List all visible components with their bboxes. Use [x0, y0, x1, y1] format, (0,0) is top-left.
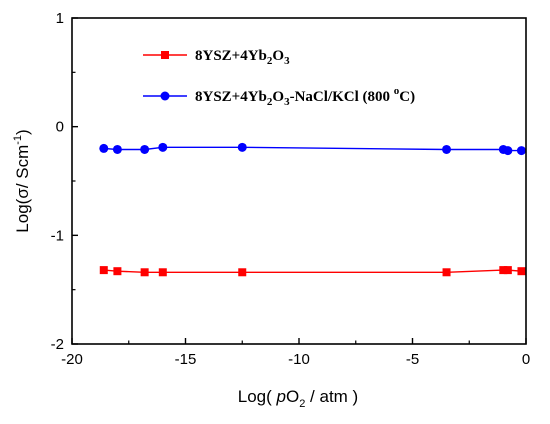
y-tick-label: 0 [56, 119, 64, 136]
x-tick-label: -10 [288, 351, 310, 368]
x-axis-title-main: O [286, 387, 299, 406]
legend-2-c: -NaCl/KCl (800 [290, 89, 394, 105]
legend-label-series-2: 8YSZ+4Yb2O3-NaCl/KCl (800 oC) [195, 85, 415, 108]
data-point [112, 144, 122, 154]
x-tick-label: -15 [175, 351, 197, 368]
y-tick-label: 1 [56, 10, 64, 27]
legend-2-b: O [272, 89, 284, 105]
y-axis-title-sup: -1 [12, 135, 24, 145]
legend-1-sub2: 3 [284, 55, 290, 67]
plot-frame [71, 17, 527, 345]
x-axis-title-sub: 2 [299, 398, 305, 410]
series-layer [99, 142, 526, 277]
data-point [238, 268, 247, 277]
legend-1-b: O [272, 48, 284, 64]
legend-2-sub1: 2 [267, 96, 273, 108]
legend: 8YSZ+4Yb2O3 8YSZ+4Yb2O3-NaCl/KCl (800 oC… [143, 48, 415, 108]
legend-2-sub2: 3 [284, 96, 290, 108]
y-axis-title-end: ) [13, 129, 32, 135]
data-point [99, 143, 109, 153]
x-tick-label: 0 [522, 351, 530, 368]
x-axis-title-italic: p [276, 387, 286, 406]
data-point [503, 146, 513, 156]
legend-marker-series-1 [161, 51, 169, 59]
data-point [99, 266, 108, 275]
x-axis-title-prefix: Log( [238, 387, 277, 406]
data-point [517, 267, 526, 276]
data-point [503, 266, 512, 275]
legend-1-sub1: 2 [267, 55, 273, 67]
x-axis-title: Log( pO2 / atm ) [238, 387, 358, 410]
legend-2-d: C) [399, 89, 415, 105]
data-point [140, 268, 149, 277]
data-point [158, 268, 167, 277]
ticks-layer: -20 -15 -10 -5 0-2-101 [51, 10, 531, 368]
y-tick-label: -1 [51, 227, 64, 244]
data-point [113, 267, 122, 276]
y-tick-label: -2 [51, 336, 64, 353]
data-point [442, 268, 451, 277]
data-point [442, 144, 452, 154]
x-axis-title-suffix: / atm ) [305, 387, 358, 406]
legend-2-a: 8YSZ+4Yb [195, 89, 267, 105]
legend-marker-series-2 [160, 91, 170, 101]
legend-1-a: 8YSZ+4Yb [195, 48, 267, 64]
x-tick-label: -20 [61, 351, 83, 368]
legend-label-series-1: 8YSZ+4Yb2O3 [195, 48, 290, 67]
data-point [499, 266, 508, 275]
data-point [516, 146, 526, 156]
data-point [237, 142, 247, 152]
legend-2-sup: o [394, 85, 400, 97]
y-axis-title: Log(σ/ Scm-1) [12, 129, 32, 232]
y-axis-title-main: Log(σ/ Scm [13, 145, 32, 233]
series-2 [99, 142, 526, 156]
data-point [140, 144, 150, 154]
data-point [158, 142, 168, 152]
series-1 [99, 266, 526, 277]
x-tick-label: -5 [406, 351, 419, 368]
